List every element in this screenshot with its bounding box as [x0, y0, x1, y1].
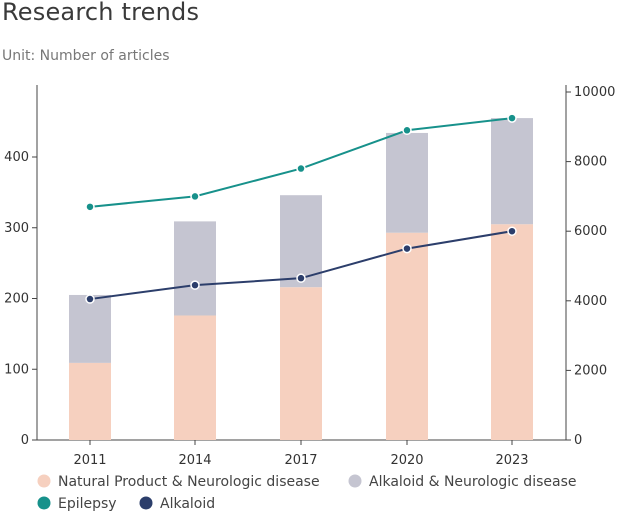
point-alkaloid — [507, 226, 517, 236]
point-epilepsy — [85, 202, 95, 212]
bar-alkaloid-neuro — [280, 195, 322, 288]
legend-swatch — [348, 474, 362, 488]
legend-label: Alkaloid — [160, 496, 215, 512]
legend-label: Epilepsy — [58, 496, 117, 512]
point-epilepsy — [402, 125, 412, 136]
chart-title: Research trends — [2, 0, 200, 26]
line-epilepsy — [89, 117, 513, 208]
point-alkaloid — [85, 294, 95, 304]
legend-swatch — [37, 496, 51, 510]
bar-natural-product — [386, 232, 428, 440]
legend-label: Natural Product & Neurologic disease — [58, 474, 320, 490]
point-alkaloid — [296, 273, 306, 283]
point-epilepsy — [507, 113, 517, 123]
y-right-tick-label: 6000 — [574, 224, 607, 239]
y-right-tick-label: 4000 — [574, 294, 607, 309]
x-tick-label: 2011 — [73, 453, 106, 468]
y-right-tick-label: 8000 — [574, 155, 607, 170]
y-left-tick-label: 0 — [21, 433, 29, 448]
x-tick-label: 2017 — [284, 453, 317, 468]
y-left-tick-label: 200 — [4, 292, 29, 307]
legend-label: Alkaloid & Neurologic disease — [369, 474, 576, 490]
chart-subtitle: Unit: Number of articles — [2, 48, 170, 64]
x-tick-label: 2020 — [390, 453, 423, 468]
y-right-tick-label: 0 — [574, 433, 582, 448]
point-alkaloid — [402, 243, 412, 254]
x-tick-label: 2014 — [178, 453, 211, 468]
bar-natural-product — [491, 224, 533, 440]
bar-alkaloid-neuro — [69, 294, 111, 363]
x-tick-label: 2023 — [495, 453, 528, 468]
point-alkaloid — [190, 280, 200, 290]
y-right-tick-label: 10000 — [574, 85, 615, 100]
bar-alkaloid-neuro — [491, 118, 533, 225]
y-left-tick-label: 300 — [4, 221, 29, 236]
point-epilepsy — [190, 191, 200, 202]
y-left-tick-label: 400 — [4, 150, 29, 165]
point-epilepsy — [296, 163, 306, 174]
legend-swatch — [139, 496, 153, 510]
bar-alkaloid-neuro — [386, 132, 428, 233]
legend-swatch — [37, 474, 51, 488]
y-right-tick-label: 2000 — [574, 363, 607, 378]
bar-natural-product — [69, 362, 111, 440]
bar-alkaloid-neuro — [174, 221, 216, 316]
bar-natural-product — [174, 315, 216, 440]
bar-natural-product — [280, 287, 322, 440]
y-left-tick-label: 100 — [4, 362, 29, 377]
